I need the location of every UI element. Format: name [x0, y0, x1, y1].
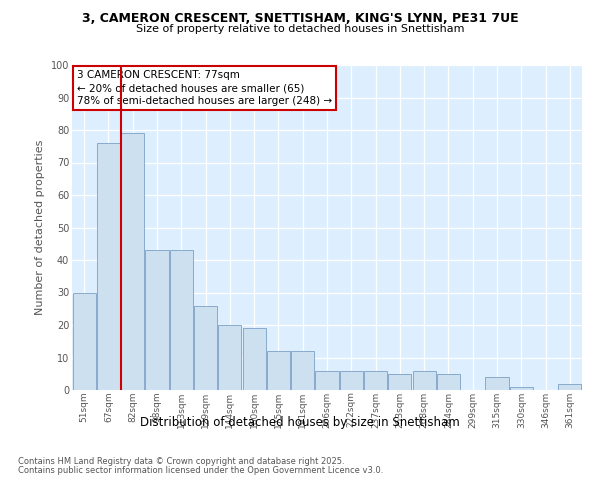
- Bar: [73, 292, 95, 390]
- Bar: [97, 143, 120, 390]
- Bar: [121, 133, 144, 390]
- Bar: [485, 377, 509, 390]
- Bar: [388, 374, 412, 390]
- Bar: [170, 250, 193, 390]
- Bar: [437, 374, 460, 390]
- Bar: [145, 250, 169, 390]
- Text: Contains HM Land Registry data © Crown copyright and database right 2025.: Contains HM Land Registry data © Crown c…: [18, 457, 344, 466]
- Text: 3, CAMERON CRESCENT, SNETTISHAM, KING'S LYNN, PE31 7UE: 3, CAMERON CRESCENT, SNETTISHAM, KING'S …: [82, 12, 518, 26]
- Bar: [340, 370, 363, 390]
- Bar: [316, 370, 338, 390]
- Text: Contains public sector information licensed under the Open Government Licence v3: Contains public sector information licen…: [18, 466, 383, 475]
- Y-axis label: Number of detached properties: Number of detached properties: [35, 140, 45, 315]
- Bar: [194, 306, 217, 390]
- Text: Distribution of detached houses by size in Snettisham: Distribution of detached houses by size …: [140, 416, 460, 429]
- Bar: [510, 387, 533, 390]
- Text: 3 CAMERON CRESCENT: 77sqm
← 20% of detached houses are smaller (65)
78% of semi-: 3 CAMERON CRESCENT: 77sqm ← 20% of detac…: [77, 70, 332, 106]
- Bar: [242, 328, 266, 390]
- Bar: [218, 325, 241, 390]
- Bar: [413, 370, 436, 390]
- Bar: [559, 384, 581, 390]
- Bar: [291, 351, 314, 390]
- Text: Size of property relative to detached houses in Snettisham: Size of property relative to detached ho…: [136, 24, 464, 34]
- Bar: [364, 370, 387, 390]
- Bar: [267, 351, 290, 390]
